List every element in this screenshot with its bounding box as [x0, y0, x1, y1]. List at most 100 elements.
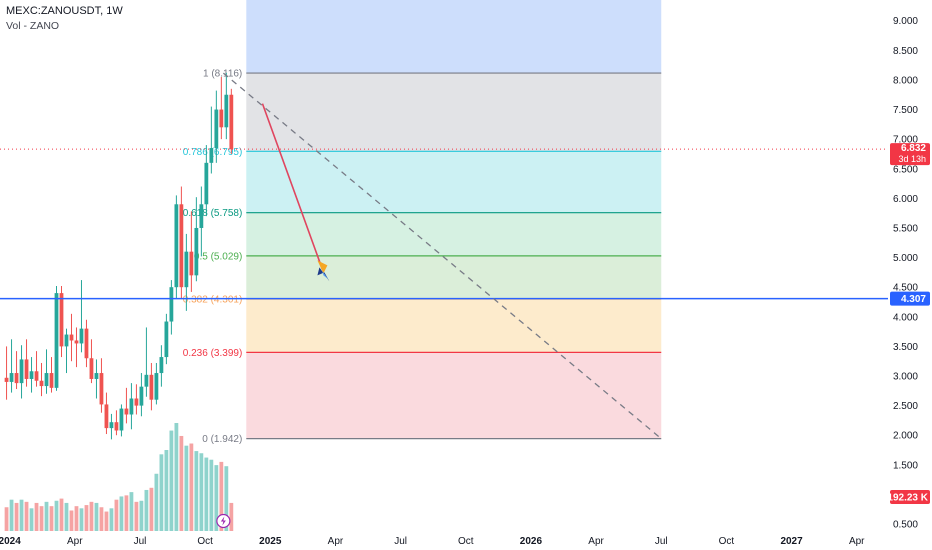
candle-body — [144, 374, 149, 387]
volume-indicator-label: Vol - ZANO — [6, 20, 60, 32]
candle-body — [4, 377, 9, 382]
volume-bar — [19, 499, 24, 531]
y-axis-tick-label: 3.500 — [893, 342, 918, 353]
y-axis-tick-label: 5.500 — [893, 223, 918, 234]
volume-bar — [79, 508, 84, 531]
y-axis-tick-label: 7.000 — [893, 135, 918, 146]
candle-body — [34, 371, 39, 381]
volume-bar — [194, 451, 199, 531]
candle-body — [64, 334, 69, 347]
candle-body — [89, 358, 94, 379]
candle-body — [114, 422, 119, 431]
volume-bar — [9, 499, 14, 531]
candle-body — [9, 373, 14, 382]
y-axis-tick-label: 1.500 — [893, 460, 918, 471]
lightning-bolt — [220, 516, 226, 526]
volume-bar — [34, 502, 39, 531]
volume-bar — [169, 430, 174, 531]
volume-bar — [229, 502, 234, 531]
last-price-badge-value: 6.832 — [901, 143, 926, 154]
fib-zone — [246, 212, 662, 256]
volume-bar — [189, 443, 194, 531]
candle-body — [209, 148, 214, 163]
volume-bar — [69, 510, 74, 531]
volume-badge-bg — [890, 490, 930, 504]
level-badge-value: 4.307 — [901, 294, 926, 305]
volume-bar — [154, 473, 159, 531]
candle-body — [169, 287, 174, 322]
candle-body — [44, 373, 49, 387]
fib-zone — [246, 151, 662, 213]
y-axis-tick-label: 8.500 — [893, 46, 918, 57]
volume-bar — [104, 511, 109, 531]
candle-body — [29, 371, 34, 379]
volume-bar — [94, 502, 99, 531]
candle-body — [184, 251, 189, 288]
volume-bar — [114, 499, 119, 531]
volume-bar — [219, 461, 224, 531]
y-axis-tick-label: 0.500 — [893, 520, 918, 531]
volume-bar — [139, 500, 144, 531]
volume-bar — [179, 435, 184, 531]
y-axis-tick-label: 6.000 — [893, 194, 918, 205]
volume-bar — [149, 487, 154, 531]
candle-body — [99, 373, 104, 405]
x-axis-tick-label: Oct — [719, 536, 735, 547]
y-axis-tick-label: 9.000 — [893, 16, 918, 27]
x-axis-tick-label: 2025 — [259, 536, 282, 547]
volume-bar — [109, 508, 114, 531]
x-axis-tick-label: Jul — [655, 536, 668, 547]
y-axis-tick-label: 7.500 — [893, 105, 918, 116]
candle-body — [109, 422, 114, 429]
candle-body — [104, 404, 109, 429]
candle-body — [134, 398, 139, 406]
volume-bar — [164, 450, 169, 531]
volume-bar — [199, 453, 204, 531]
volume-bar — [64, 502, 69, 531]
y-axis-tick-label: 2.000 — [893, 431, 918, 442]
x-axis-tick-label: Apr — [328, 536, 344, 547]
x-axis-tick-label: Jul — [394, 536, 407, 547]
y-axis-tick-label: 8.000 — [893, 75, 918, 86]
volume-bar — [54, 500, 59, 531]
rocket-icon — [317, 267, 330, 282]
projection-arrow-line — [261, 103, 324, 270]
x-axis-tick-label: 2026 — [520, 536, 543, 547]
candle-body — [159, 357, 164, 374]
fib-zone — [246, 298, 662, 353]
candle-body — [214, 109, 219, 149]
volume-bar — [4, 507, 9, 531]
level-badge-bg — [890, 291, 930, 306]
volume-bar — [44, 501, 49, 531]
volume-bar — [89, 501, 94, 531]
diagonal-trend-line — [222, 72, 662, 440]
y-axis-tick-label: 2.500 — [893, 401, 918, 412]
candle-body — [164, 321, 169, 358]
volume-bar — [39, 506, 44, 531]
candle-body — [79, 328, 84, 344]
volume-bar — [134, 501, 139, 531]
fib-zone-top — [246, 0, 662, 74]
x-axis-tick-label: Apr — [849, 536, 865, 547]
candle-body — [204, 162, 209, 205]
volume-bar — [74, 506, 79, 531]
candle-body — [84, 328, 89, 359]
candle-body — [74, 340, 79, 344]
x-axis-tick-label: Apr — [67, 536, 83, 547]
volume-bar — [144, 489, 149, 531]
volume-badge-value: 192.23 K — [887, 493, 928, 504]
volume-bar — [184, 445, 189, 531]
candle-body — [154, 373, 159, 400]
volume-bar — [124, 495, 129, 531]
volume-bar — [14, 502, 19, 531]
volume-bar — [49, 506, 54, 531]
candle-body — [129, 398, 134, 415]
candle-body — [179, 204, 184, 288]
volume-bar — [99, 507, 104, 531]
volume-bar — [29, 508, 34, 531]
fib-zone — [246, 352, 662, 439]
x-axis-tick-label: Apr — [588, 536, 604, 547]
candle-body — [14, 373, 19, 384]
y-axis-tick-label: 6.500 — [893, 164, 918, 175]
